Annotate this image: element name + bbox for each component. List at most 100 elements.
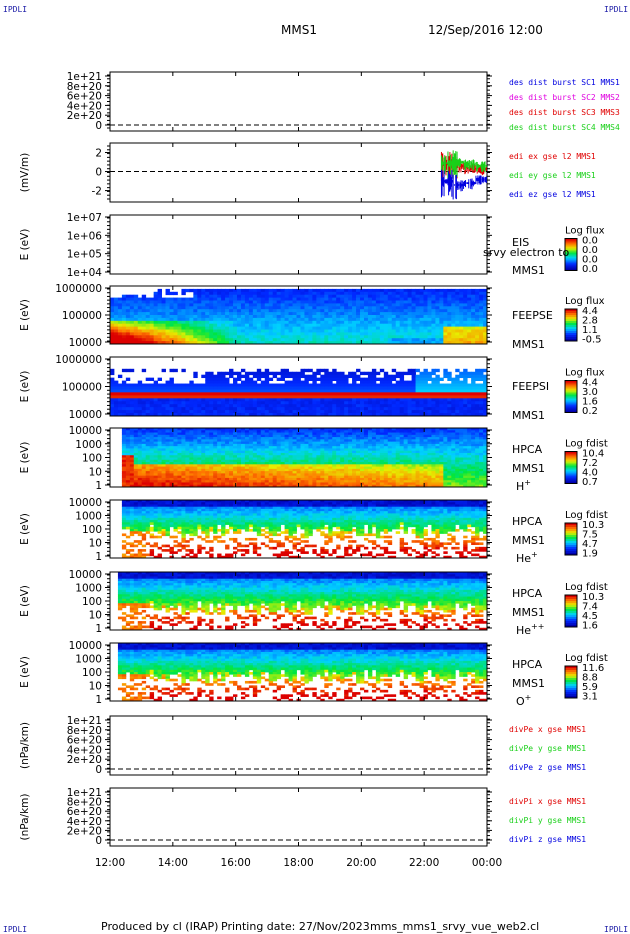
spectro-cell (209, 452, 214, 456)
spectro-cell (157, 462, 162, 465)
spectro-cell (475, 294, 480, 298)
spectro-cell (209, 477, 214, 481)
spectro-cell (383, 383, 389, 387)
spectro-cell (276, 413, 282, 417)
spectro-cell (125, 317, 131, 322)
spectro-cell (137, 323, 143, 327)
spectro-cell (280, 315, 286, 319)
spectro-cell (296, 434, 301, 438)
spectro-cell (455, 335, 460, 339)
spectro-cell (407, 309, 412, 313)
spectro-cell (173, 389, 178, 393)
spectro-cell (244, 441, 250, 445)
spectro-cell (340, 297, 345, 301)
spectro-cell (209, 380, 214, 384)
spectro-cell (431, 380, 436, 384)
spectro-cell (312, 413, 317, 417)
spectro-cell (479, 401, 484, 405)
spectro-cell (240, 404, 246, 408)
spectro-cell (129, 455, 135, 458)
spectro-cell (185, 482, 190, 486)
spectro-cell (427, 389, 432, 393)
spectro-cell (439, 294, 444, 298)
spectro-cell (161, 446, 166, 449)
spectro-cell (157, 450, 162, 454)
spectro-cell (129, 297, 135, 301)
spectro-cell (264, 395, 270, 399)
spectro-cell (173, 432, 178, 436)
spectro-cell (383, 291, 389, 296)
spectro-cell (165, 395, 170, 399)
spectro-cell (316, 326, 321, 330)
spectro-cell (304, 386, 309, 390)
spectro-cell (197, 404, 202, 408)
spectro-cell (252, 329, 258, 333)
spectro-cell (403, 404, 409, 408)
spectro-cell (133, 434, 139, 438)
spectro-cell (360, 401, 365, 405)
spectro-cell (356, 341, 361, 345)
colorbar-step (565, 388, 577, 391)
spectro-cell (205, 377, 210, 381)
spectro-cell (296, 303, 301, 307)
spectro-cell (379, 309, 385, 313)
spectro-cell (439, 407, 444, 411)
spectro-cell (463, 317, 468, 322)
spectro-cell (240, 380, 246, 384)
spectro-cell (217, 473, 222, 477)
spectro-cell (110, 389, 115, 393)
spectro-cell (383, 398, 389, 402)
spectro-cell (153, 326, 159, 330)
spectro-cell (145, 389, 151, 393)
spectro-cell (205, 448, 210, 452)
spectro-cell (240, 432, 246, 436)
spectro-cell (383, 395, 389, 399)
spectro-cell (336, 395, 341, 399)
spectro-cell (252, 471, 258, 474)
y-tick-label: 100000 (62, 310, 102, 322)
spectro-cell (225, 312, 230, 316)
spectro-cell (197, 312, 202, 316)
spectro-cell (125, 457, 131, 461)
spectro-cell (213, 300, 218, 304)
spectro-cell (272, 443, 278, 447)
spectro-cell (240, 332, 246, 336)
spectro-cell (391, 407, 397, 411)
spectro-cell (471, 300, 476, 304)
spectro-cell (169, 480, 174, 483)
spectro-cell (308, 326, 313, 330)
spectro-cell (185, 468, 190, 472)
spectro-cell (240, 439, 246, 443)
spectro-cell (236, 434, 242, 438)
spectro-cell (121, 395, 127, 399)
spectro-cell (264, 459, 270, 463)
spectro-cell (133, 443, 139, 447)
spectro-cell (276, 288, 282, 293)
spectro-cell (403, 306, 409, 310)
spectro-cell (419, 317, 424, 322)
spectro-cell (363, 317, 369, 322)
spectro-cell (110, 401, 115, 405)
spectro-cell (280, 475, 286, 479)
spectro-cell (145, 303, 151, 307)
spectro-cell (129, 326, 135, 330)
spectro-cell (411, 338, 416, 342)
spectro-cell (435, 315, 440, 319)
spectro-cell (371, 312, 377, 316)
spectro-cell (336, 389, 341, 393)
spectro-cell (411, 341, 416, 345)
spectro-cell (411, 368, 416, 373)
spectro-cell (233, 320, 238, 325)
spectro-cell (360, 410, 365, 414)
spectro-cell (229, 323, 234, 327)
spectro-cell (367, 335, 373, 339)
spectro-cell (423, 309, 428, 313)
spectro-cell (113, 341, 119, 345)
spectro-cell (244, 294, 250, 298)
spectro-cell (225, 459, 230, 463)
spectro-cell (197, 452, 202, 456)
side-label-0: EIS (512, 236, 529, 249)
spectro-cell (205, 288, 210, 293)
spectro-cell (248, 457, 254, 461)
spectro-cell (217, 288, 222, 293)
